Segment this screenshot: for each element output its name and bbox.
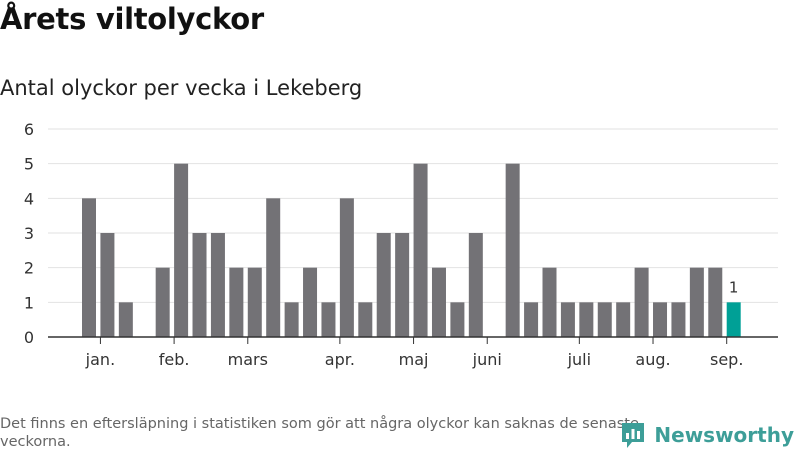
y-tick-label: 3 — [24, 224, 34, 243]
bar — [100, 233, 115, 337]
bar — [468, 233, 483, 337]
bar — [597, 302, 612, 337]
bar — [210, 233, 225, 337]
bar — [247, 267, 262, 337]
bar — [376, 233, 391, 337]
x-tick-label: aug. — [635, 350, 670, 369]
y-tick-label: 5 — [24, 155, 34, 174]
bar — [560, 302, 575, 337]
chart-subtitle: Antal olyckor per vecka i Lekeberg — [0, 76, 363, 100]
bar — [284, 302, 299, 337]
bar — [395, 233, 410, 337]
bar — [82, 198, 96, 337]
bar — [726, 302, 741, 337]
y-tick-label: 1 — [24, 293, 34, 312]
footnote: Det finns en eftersläpning i statistiken… — [0, 416, 639, 450]
y-tick-label: 4 — [24, 189, 34, 208]
bar — [689, 267, 704, 337]
bar — [358, 302, 373, 337]
bar — [155, 267, 170, 337]
data-label: 1 — [729, 278, 739, 296]
brand-name: Newsworthy — [654, 423, 794, 447]
chart-title: Årets viltolyckor — [0, 2, 264, 36]
bar — [321, 302, 336, 337]
bar — [450, 302, 465, 337]
bar — [118, 302, 133, 337]
bar — [671, 302, 686, 337]
bar — [174, 163, 189, 337]
bar — [708, 267, 723, 337]
y-tick-label: 2 — [24, 259, 34, 278]
x-tick-label: maj — [399, 350, 429, 369]
bar — [192, 233, 207, 337]
bar-chart: 0 1 2 3 4 5 6 1 jan. feb. mars apr. maj juni juli aug. s… — [24, 120, 778, 369]
bar — [229, 267, 244, 337]
x-tick-label: juli — [567, 350, 591, 369]
x-tick-label: mars — [228, 350, 268, 369]
bar — [303, 267, 318, 337]
x-tick-label: apr. — [325, 350, 355, 369]
x-tick-label: jan. — [85, 350, 115, 369]
bar — [339, 198, 354, 337]
bar — [579, 302, 594, 337]
bar — [524, 302, 539, 337]
x-tick-label: feb. — [159, 350, 190, 369]
bar — [413, 163, 428, 337]
bar — [505, 163, 520, 337]
bar — [653, 302, 668, 337]
y-tick-label: 6 — [24, 120, 34, 139]
bar — [634, 267, 649, 337]
bar — [431, 267, 446, 337]
bar — [542, 267, 557, 337]
x-tick-label: sep. — [710, 350, 743, 369]
brand-logo: Newsworthy — [620, 420, 794, 450]
bar — [266, 198, 281, 337]
x-tick-label: juni — [472, 350, 502, 369]
bar — [616, 302, 631, 337]
bar-chart-logo-icon — [622, 423, 645, 448]
y-tick-label: 0 — [24, 328, 34, 347]
